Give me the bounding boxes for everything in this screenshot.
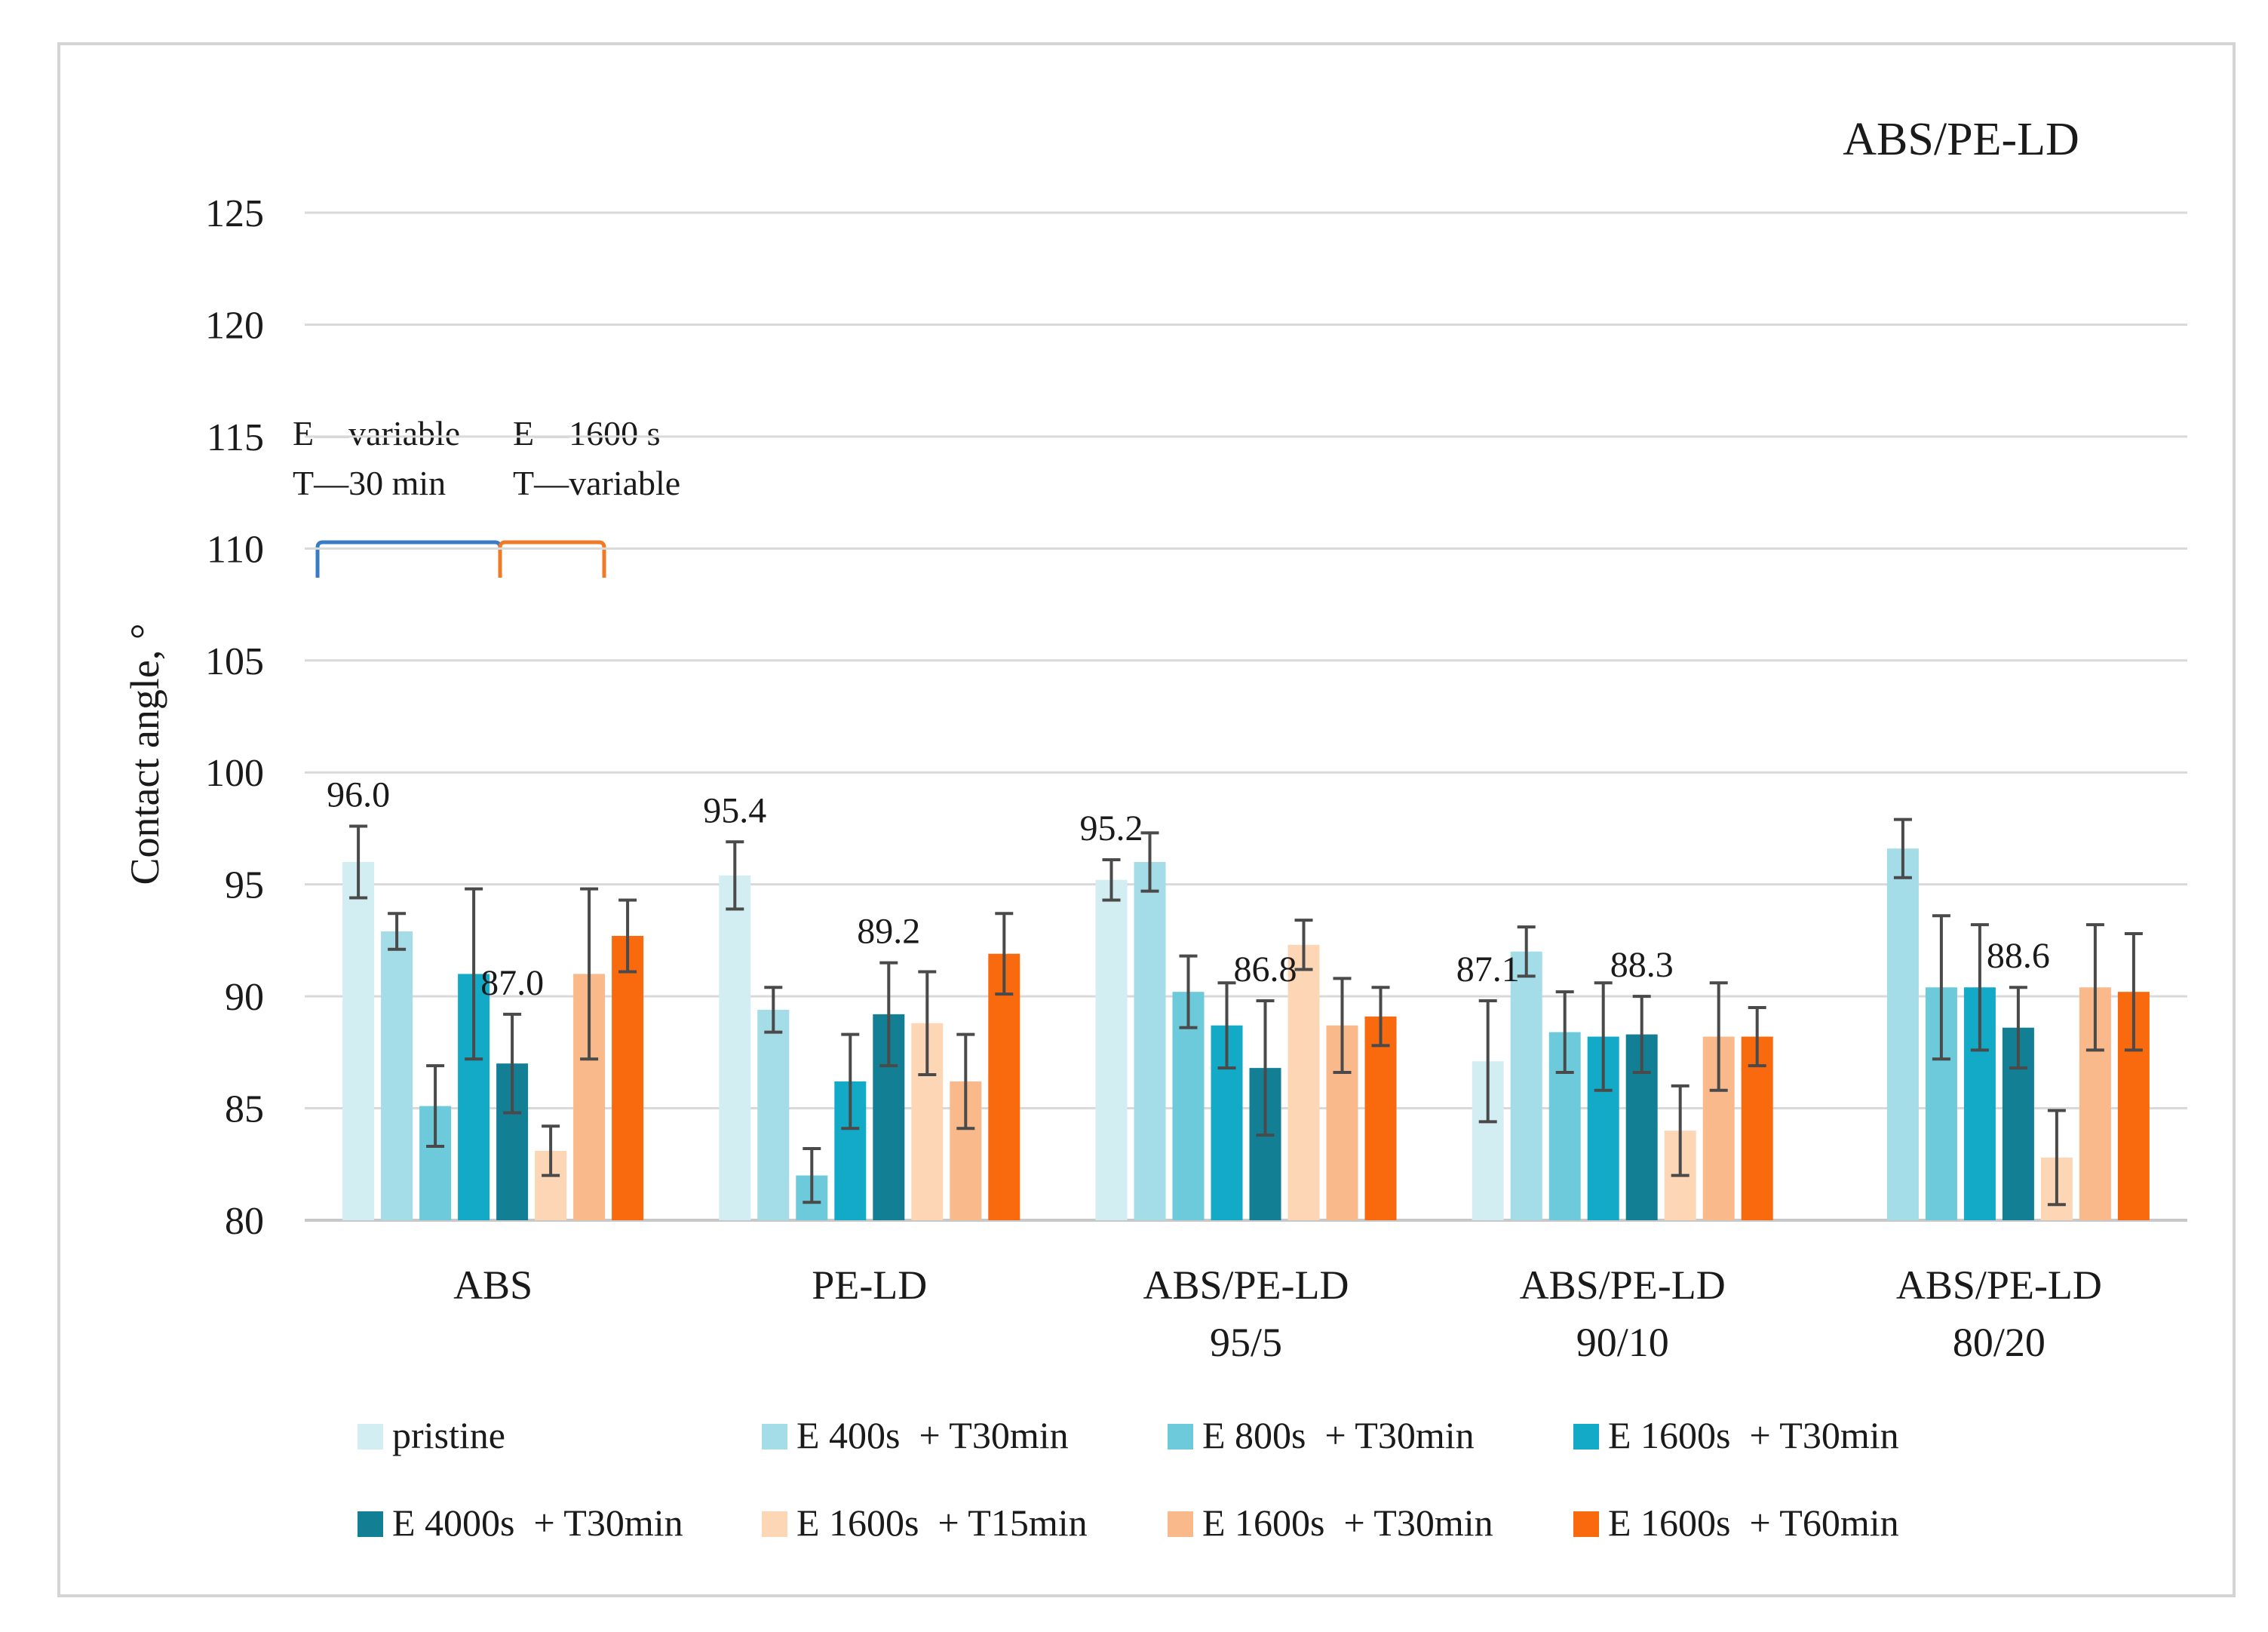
bar	[1095, 879, 1128, 1220]
data-label: 95.4	[703, 790, 766, 830]
y-tick-label: 110	[207, 528, 264, 571]
x-tick-label: 95/5	[1210, 1320, 1282, 1365]
x-tick-label: ABS/PE-LD	[1896, 1262, 2102, 1308]
legend-label: E 1600s + T15min	[796, 1502, 1088, 1544]
legend-label: E 1600s + T30min	[1202, 1502, 1493, 1544]
legend-swatch	[358, 1511, 383, 1537]
bar	[612, 935, 644, 1220]
legend-swatch	[358, 1424, 383, 1449]
y-tick-label: 120	[205, 304, 264, 347]
bar	[1886, 848, 1919, 1220]
bar	[1364, 1016, 1397, 1220]
bar	[381, 931, 413, 1220]
annotation-2-bracket	[498, 540, 606, 578]
bar	[757, 1009, 790, 1220]
bars	[342, 848, 2150, 1220]
y-tick-label: 95	[225, 864, 264, 907]
y-tick-label: 85	[225, 1088, 264, 1131]
legend-swatch	[762, 1511, 787, 1537]
data-label: 88.3	[1610, 945, 1674, 985]
error-bars	[349, 818, 2143, 1207]
legend-label: E 1600s + T30min	[1608, 1414, 1899, 1456]
legend-label: E 800s + T30min	[1202, 1414, 1475, 1456]
bar	[1172, 992, 1205, 1220]
legend: pristine E 400s + T30min E 800s + T30min E …	[358, 1414, 1899, 1544]
bar	[1510, 951, 1542, 1220]
legend-swatch	[762, 1424, 787, 1449]
data-label: 88.6	[1987, 936, 2050, 976]
data-label: 96.0	[327, 775, 390, 814]
annotation-1-line-2: T—30 min	[293, 464, 446, 502]
bar	[342, 861, 375, 1220]
y-tick-label: 90	[225, 976, 264, 1019]
bar	[719, 875, 751, 1220]
bar	[988, 953, 1020, 1220]
y-tick-label: 115	[207, 416, 264, 459]
y-tick-label: 105	[205, 640, 264, 683]
data-label: 87.1	[1456, 949, 1520, 989]
x-tick-label: ABS/PE-LD	[1520, 1262, 1726, 1308]
legend-label: E 4000s + T30min	[392, 1502, 683, 1544]
y-tick-label: 80	[225, 1200, 264, 1243]
chart-frame	[57, 42, 2236, 1597]
x-tick-label: ABS	[453, 1262, 532, 1308]
y-tick-label: 125	[205, 192, 264, 235]
chart-title: ABS/PE-LD	[1843, 114, 2079, 165]
y-tick-labels: 80 85 90 95 100 105 110 115 120 125	[205, 192, 264, 1243]
annotation-group-2: E—1600 s T—variable	[498, 414, 680, 578]
legend-swatch	[1573, 1424, 1599, 1449]
data-label: 87.0	[480, 963, 544, 1003]
data-label: 89.2	[857, 912, 920, 952]
x-tick-label: 90/10	[1576, 1320, 1669, 1365]
legend-swatch	[1168, 1424, 1193, 1449]
annotation-2-line-2: T—variable	[513, 464, 680, 502]
annotation-2-line-1: E—1600 s	[513, 414, 661, 452]
bar	[1134, 861, 1166, 1220]
y-axis-label: Contact angle, °	[122, 624, 167, 885]
x-tick-label: ABS/PE-LD	[1143, 1262, 1349, 1308]
data-label: 95.2	[1080, 808, 1143, 848]
bar	[1287, 944, 1320, 1220]
legend-label: E 1600s + T60min	[1608, 1502, 1899, 1544]
legend-label: pristine	[392, 1414, 505, 1456]
x-tick-label: PE-LD	[812, 1262, 927, 1308]
legend-swatch	[1573, 1511, 1599, 1537]
annotation-1-line-1: E—variable	[293, 414, 460, 452]
data-labels: 96.0 87.0 95.4 89.2 95.2 86.8 87.1 88.3 88.6	[327, 775, 2050, 1002]
legend-swatch	[1168, 1511, 1193, 1537]
x-tick-labels: ABS PE-LD ABS/PE-LD 95/5 ABS/PE-LD 90/10 ABS/P…	[453, 1262, 2102, 1365]
annotation-group-1: E—variable T—30 min	[293, 414, 502, 578]
y-tick-label: 100	[205, 752, 264, 795]
x-tick-label: 80/20	[1953, 1320, 2045, 1365]
legend-label: E 400s + T30min	[796, 1414, 1069, 1456]
data-label: 86.8	[1234, 949, 1297, 989]
